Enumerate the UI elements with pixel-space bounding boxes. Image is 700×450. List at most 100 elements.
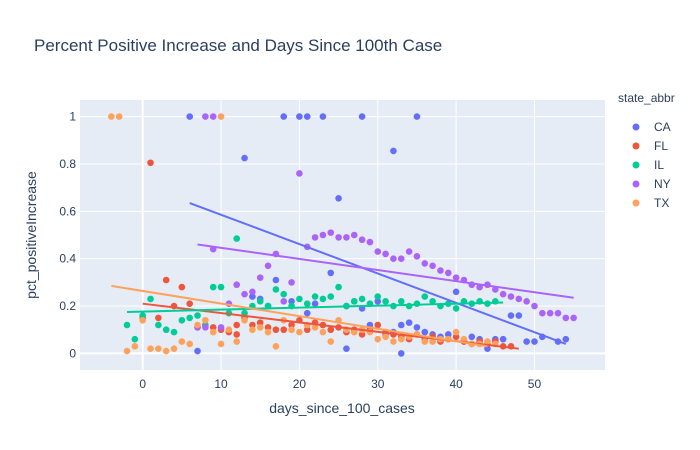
x-axis-ticks: 0 10 20 30 40 50 xyxy=(139,377,541,391)
data-point-il xyxy=(382,298,389,305)
data-point-ny xyxy=(217,324,225,331)
data-point-ny xyxy=(202,324,209,331)
data-point-tx xyxy=(217,113,225,120)
data-point-ca xyxy=(327,269,335,277)
data-point-ca xyxy=(249,293,256,300)
data-point-ny xyxy=(335,234,342,241)
data-point-ca xyxy=(397,321,405,329)
data-point-ny xyxy=(241,290,248,298)
data-point-tx xyxy=(147,345,154,352)
data-point-tx xyxy=(350,328,358,336)
data-point-ca xyxy=(343,345,350,352)
data-point-ca xyxy=(303,113,311,120)
data-point-ny xyxy=(319,231,327,239)
data-point-fl xyxy=(303,326,311,334)
data-point-fl xyxy=(264,324,272,331)
data-point-tx xyxy=(217,340,225,348)
x-axis-title: days_since_100_cases xyxy=(269,400,415,416)
data-point-ny xyxy=(358,236,366,244)
data-point-ny xyxy=(421,260,429,267)
legend-label-ny[interactable]: NY xyxy=(654,177,671,191)
data-point-fl xyxy=(233,331,241,338)
data-point-ca xyxy=(280,113,288,120)
x-tick-label: 20 xyxy=(293,377,307,391)
x-tick-label: 30 xyxy=(371,377,385,391)
y-axis-ticks: 0 0.2 0.4 0.6 0.8 1 xyxy=(59,110,76,361)
data-point-il xyxy=(421,293,429,300)
data-point-tx xyxy=(115,113,123,120)
data-point-tx xyxy=(108,113,115,120)
data-point-fl xyxy=(272,326,280,334)
legend-label-il[interactable]: IL xyxy=(654,158,664,172)
y-tick-label: 1 xyxy=(69,110,76,124)
x-tick-label: 50 xyxy=(528,377,542,391)
data-point-ny xyxy=(280,298,288,305)
data-point-tx xyxy=(484,338,491,345)
data-point-ny xyxy=(499,290,507,298)
data-point-ny xyxy=(397,255,405,262)
legend-marker-fl[interactable] xyxy=(632,142,640,150)
data-point-tx xyxy=(186,340,194,348)
data-point-il xyxy=(350,298,358,305)
data-point-ca xyxy=(303,309,311,317)
data-point-ca xyxy=(397,350,405,357)
data-point-ca xyxy=(335,194,342,202)
legend-marker-ca[interactable] xyxy=(632,123,640,131)
legend-label-tx[interactable]: TX xyxy=(654,196,669,210)
data-point-fl xyxy=(452,333,460,341)
data-point-ny xyxy=(343,234,350,241)
y-tick-label: 0.6 xyxy=(59,204,76,218)
data-point-ca xyxy=(523,338,530,345)
data-point-ca xyxy=(186,113,194,120)
data-point-ny xyxy=(539,309,546,317)
data-point-tx xyxy=(233,338,241,345)
data-point-ny xyxy=(562,314,570,322)
data-point-fl xyxy=(327,326,335,334)
data-point-fl xyxy=(147,159,154,167)
data-point-il xyxy=(131,335,139,343)
data-point-ca xyxy=(296,113,303,120)
data-point-il xyxy=(358,295,366,303)
legend-marker-tx[interactable] xyxy=(632,199,640,207)
trendline-ny xyxy=(197,243,574,299)
data-point-ca xyxy=(499,335,507,343)
y-tick-label: 0.8 xyxy=(59,157,76,171)
trendline-il xyxy=(126,301,504,313)
y-axis-title: pct_positiveIncrease xyxy=(23,171,39,299)
data-point-il xyxy=(256,298,264,305)
data-point-il xyxy=(303,300,311,307)
data-point-tx xyxy=(429,338,436,345)
data-point-ca xyxy=(413,324,421,331)
data-point-tx xyxy=(139,316,146,324)
data-point-tx xyxy=(131,343,139,350)
legend: state_abbr CA FL IL NY TX xyxy=(618,91,675,210)
data-point-fl xyxy=(162,276,170,284)
data-point-tx xyxy=(155,345,162,352)
data-point-il xyxy=(178,316,186,324)
data-point-fl xyxy=(178,283,186,291)
data-point-ca xyxy=(241,154,248,162)
data-point-ca xyxy=(452,288,460,296)
data-point-fl xyxy=(155,314,162,322)
x-tick-label: 10 xyxy=(214,377,228,391)
legend-label-ca[interactable]: CA xyxy=(654,120,671,134)
legend-marker-il[interactable] xyxy=(632,161,640,169)
data-point-il xyxy=(311,293,319,300)
data-point-il xyxy=(162,326,170,334)
data-point-fl xyxy=(209,324,217,331)
data-point-tx xyxy=(170,345,178,352)
data-point-ny xyxy=(264,262,272,270)
data-point-fl xyxy=(288,321,295,329)
data-point-ny xyxy=(209,113,217,120)
data-point-ca xyxy=(413,113,421,120)
data-point-il xyxy=(233,235,241,242)
data-point-il xyxy=(405,302,413,310)
trendline-ca xyxy=(189,202,567,345)
legend-marker-ny[interactable] xyxy=(632,180,640,188)
legend-label-fl[interactable]: FL xyxy=(654,139,668,153)
data-point-il xyxy=(319,295,327,303)
trendline-tx xyxy=(111,284,488,348)
data-point-tx xyxy=(241,316,248,324)
